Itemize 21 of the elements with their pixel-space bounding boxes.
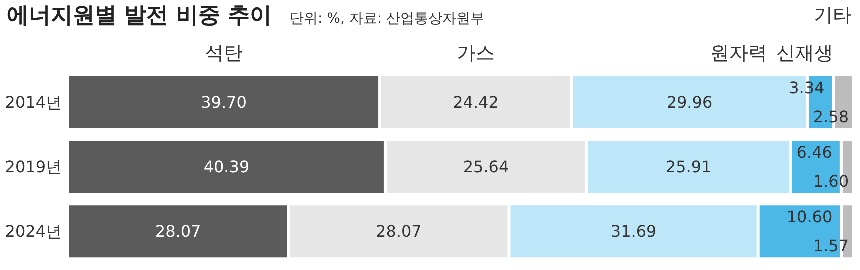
y-tick-label: 2024년 bbox=[5, 222, 62, 242]
series-label: 신재생 bbox=[776, 42, 834, 64]
chart-title: 에너지원별 발전 비중 추이 bbox=[7, 4, 272, 28]
data-label: 25.64 bbox=[463, 158, 510, 176]
data-label: 28.07 bbox=[376, 222, 422, 242]
data-label: 29.96 bbox=[666, 92, 713, 112]
data-label: 25.91 bbox=[666, 158, 712, 176]
series-label: 가스 bbox=[457, 42, 496, 64]
y-tick-label: 2014년 bbox=[5, 92, 62, 112]
data-label: 10.60 bbox=[786, 208, 833, 227]
data-label: 28.07 bbox=[155, 222, 202, 242]
data-label: 40.39 bbox=[204, 158, 250, 176]
data-label: 39.70 bbox=[201, 92, 247, 112]
data-label: 6.46 bbox=[796, 143, 832, 162]
data-label: 24.42 bbox=[453, 92, 499, 112]
series-label: 원자력 bbox=[710, 42, 768, 64]
text: 기타 bbox=[814, 4, 852, 26]
y-tick-label: 2019년 bbox=[5, 158, 62, 176]
chart-subtitle: 단위: %, 자료: 산업통상자원부 bbox=[290, 11, 485, 27]
series-label: 석탄 bbox=[205, 42, 244, 64]
data-label: 31.69 bbox=[610, 222, 657, 242]
